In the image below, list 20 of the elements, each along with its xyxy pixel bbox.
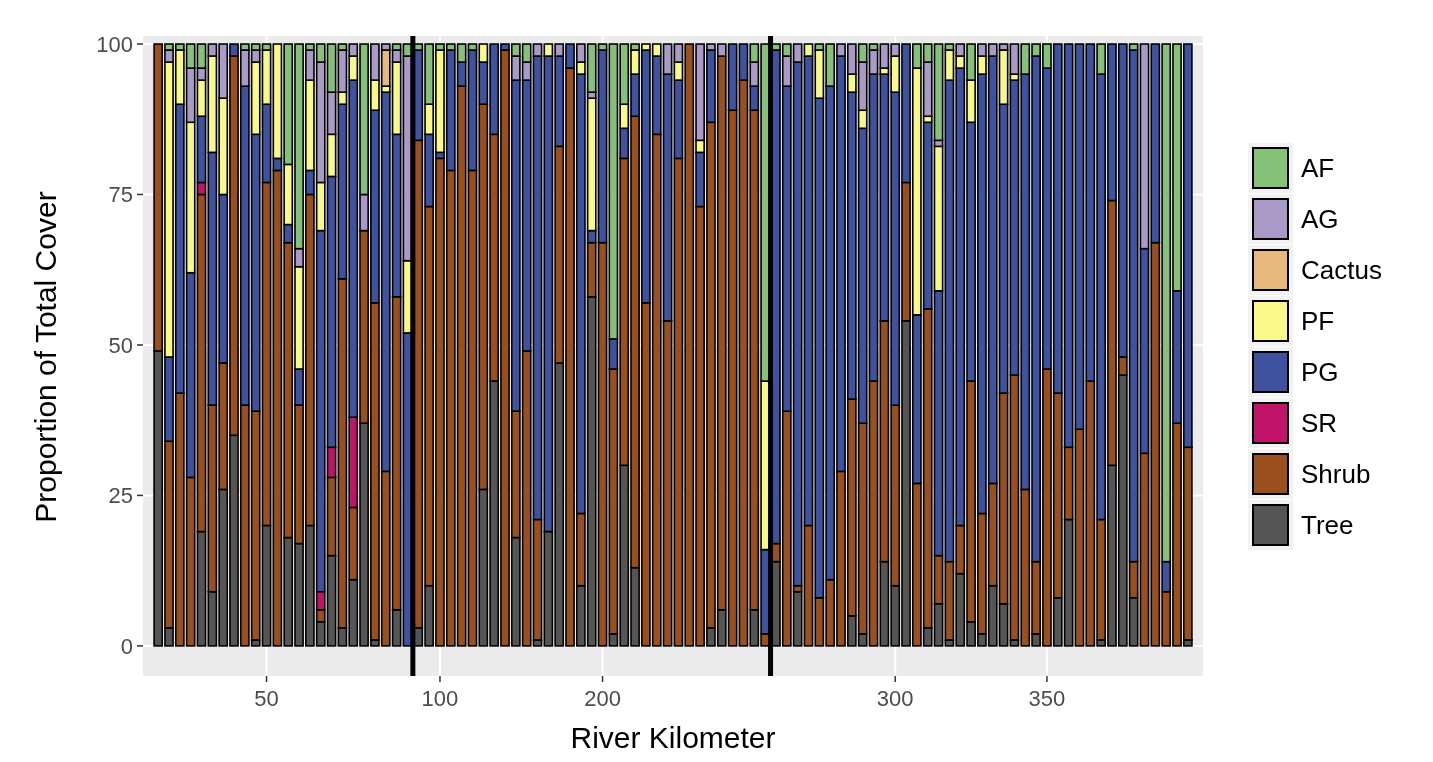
legend-label: Tree: [1301, 510, 1354, 541]
legend-label: AG: [1301, 204, 1339, 235]
y-axis-title: Proportion of Total Cover: [29, 191, 62, 523]
legend-label: AF: [1301, 153, 1335, 184]
x-tick-label: 350: [1028, 686, 1066, 711]
legend-label: Shrub: [1301, 459, 1371, 490]
legend-label: PF: [1301, 306, 1335, 337]
legend-label: Cactus: [1301, 255, 1382, 286]
x-tick-label: 300: [876, 686, 914, 711]
y-tick-label: 100: [96, 31, 133, 57]
x-tick-label: 100: [421, 686, 459, 711]
legend-label: SR: [1301, 408, 1338, 439]
y-tick-label: 0: [120, 633, 133, 659]
y-tick-label: 50: [108, 332, 133, 358]
x-tick-label: 200: [584, 686, 621, 711]
y-tick-label: 75: [108, 182, 133, 208]
x-axis-title: River Kilometer: [570, 721, 776, 754]
legend-label: PG: [1301, 357, 1339, 388]
x-tick-label: 50: [254, 686, 279, 711]
y-tick-label: 25: [108, 483, 133, 509]
